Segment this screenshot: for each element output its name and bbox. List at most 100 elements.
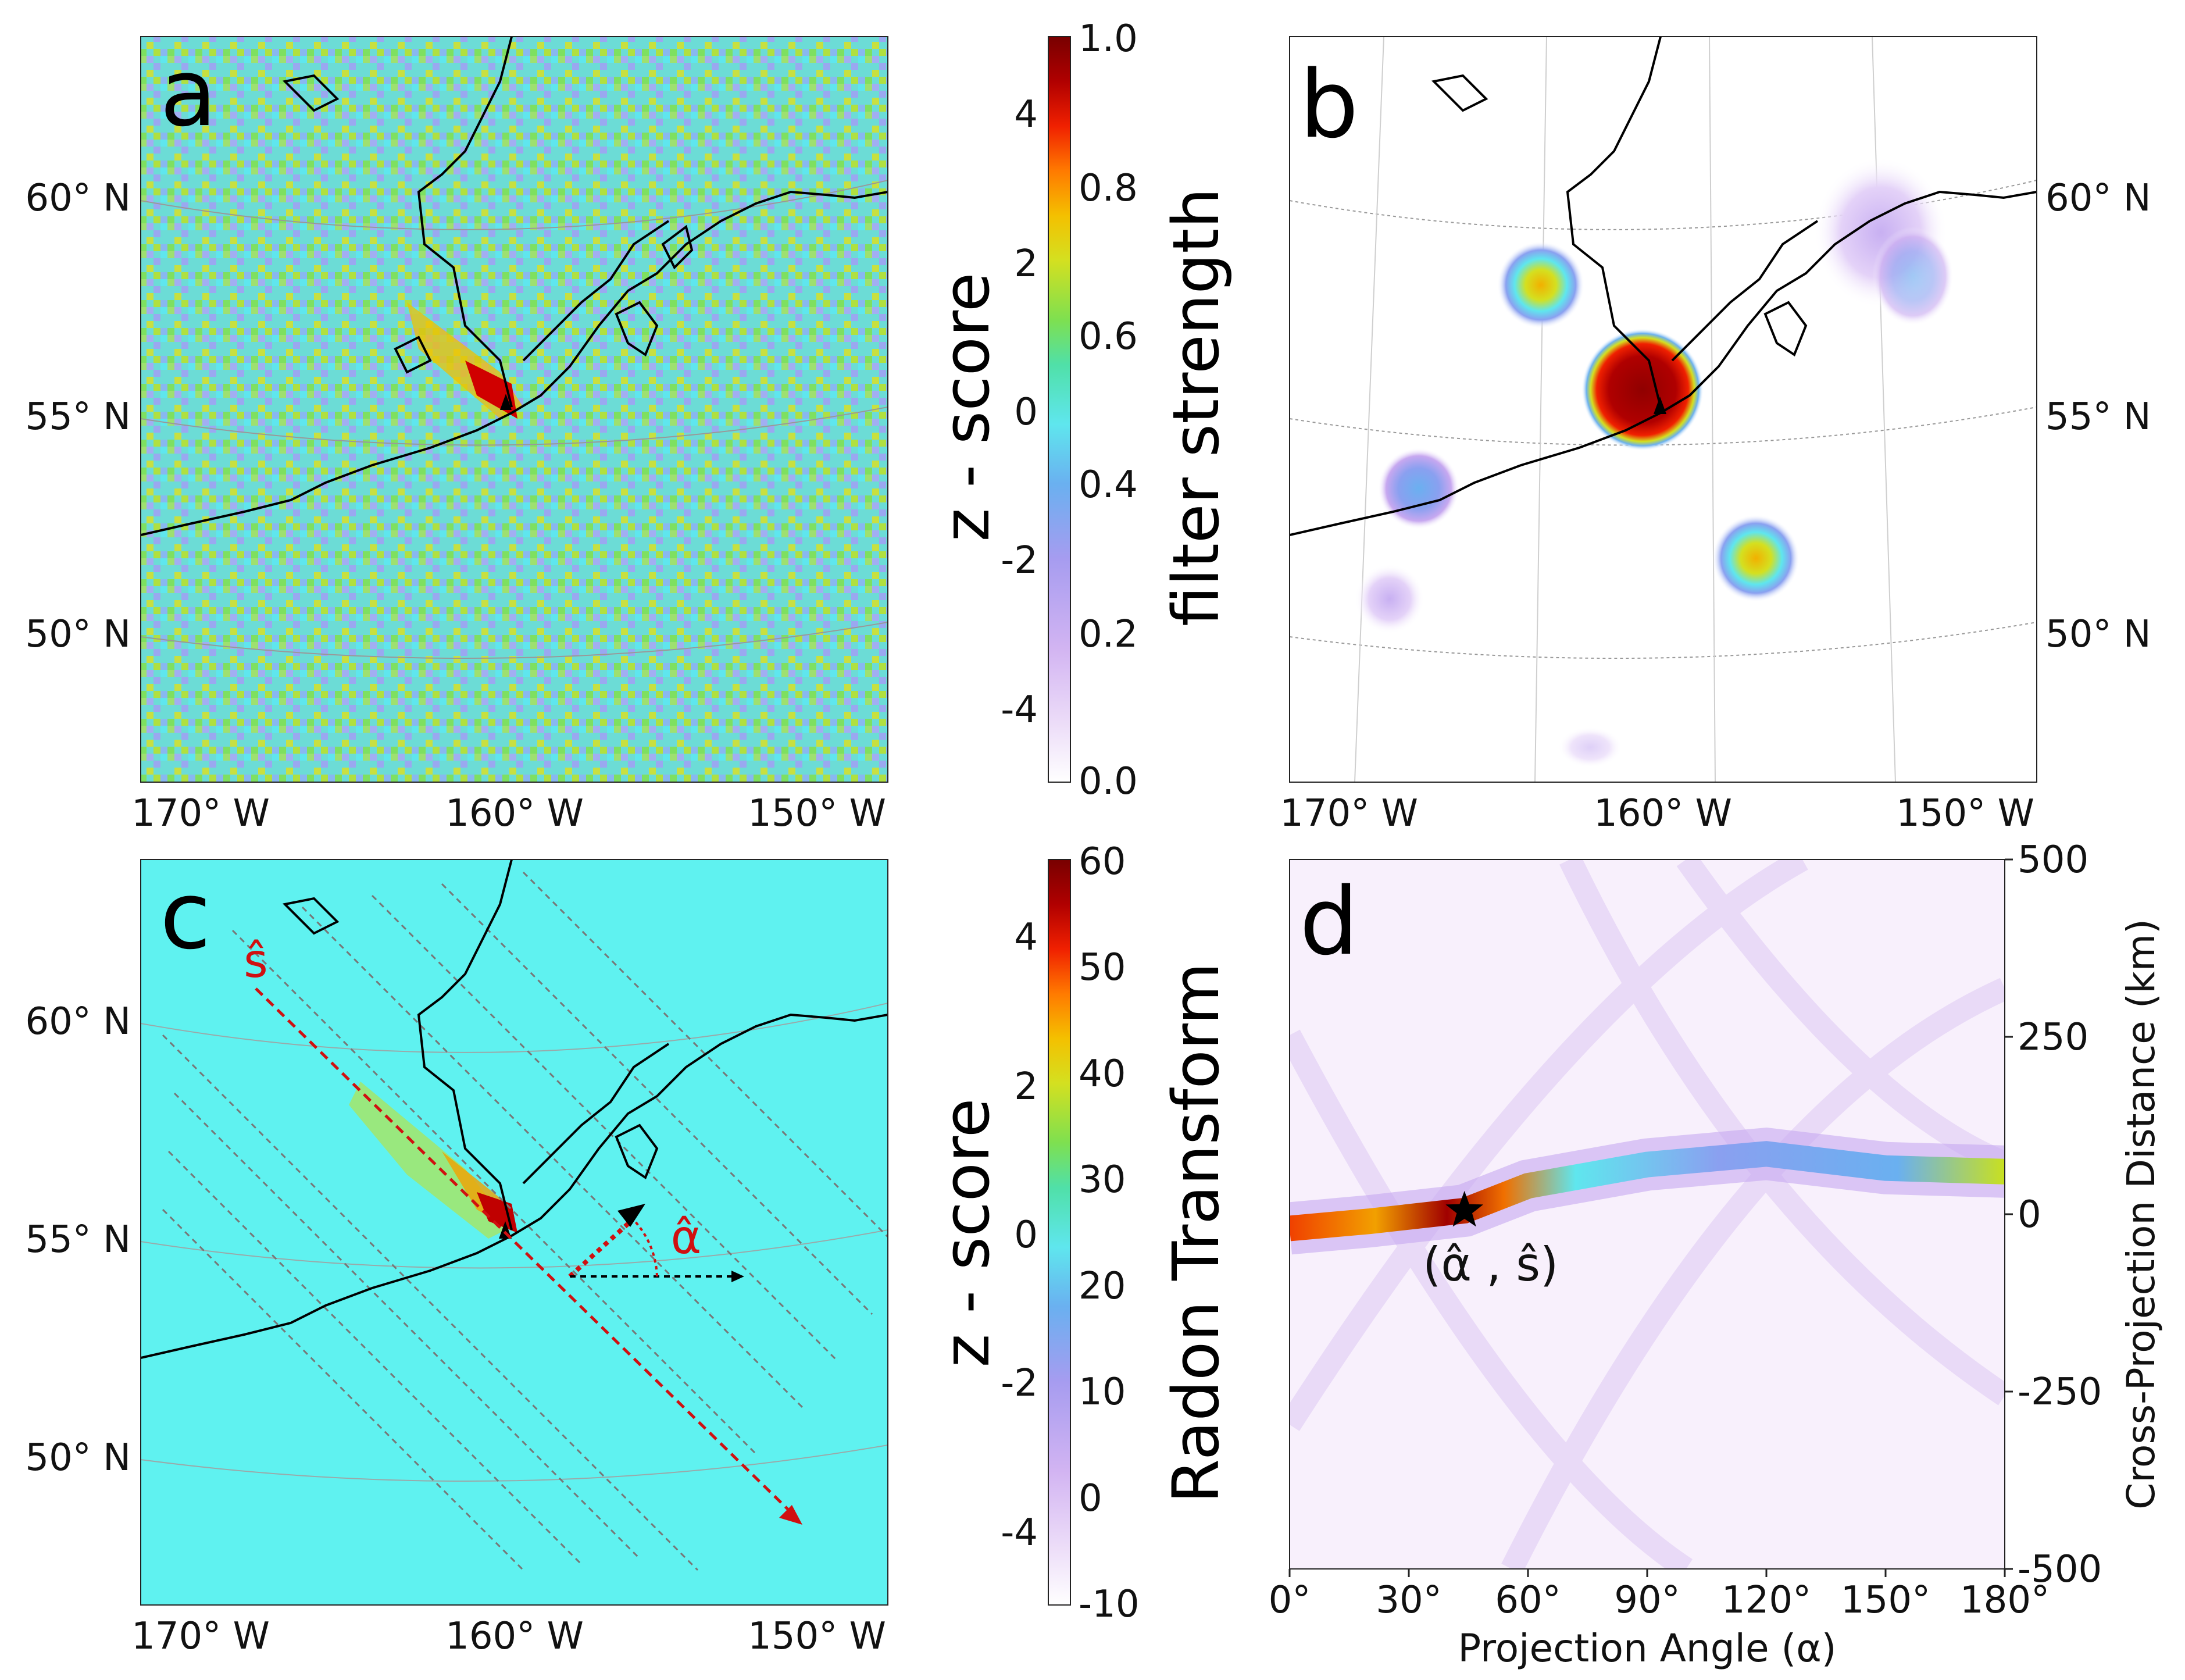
colorbar-bottom-right-tick: 30 (1079, 1158, 1126, 1201)
panel-b-blob (1712, 515, 1800, 602)
colorbar-top-right-tick: 0.2 (1079, 613, 1138, 656)
panel-c-s-hat-label: ŝ (244, 934, 268, 988)
panel-a-coastline (141, 37, 888, 536)
panel-b-lon-label: 170° W (1280, 792, 1418, 835)
colorbar-bottom-right-tick: -10 (1079, 1583, 1140, 1626)
panel-a-lon-label: 170° W (131, 792, 270, 835)
colorbar-bottom: z - score Radon Transform 4 2 0 -2 -4 60… (929, 840, 1233, 1626)
panel-a-lat-label: 60° N (25, 177, 131, 220)
panel-a-lat-label: 55° N (25, 395, 131, 438)
panel-a-graticule (141, 180, 888, 659)
panel-c-frame (140, 859, 888, 1606)
colorbar-bottom-left-tick: 4 (1014, 916, 1038, 959)
colorbar-bottom-right-label: Radon Transform (1159, 962, 1233, 1503)
panel-d-y-tick-label: -500 (2018, 1548, 2102, 1591)
panel-c-alpha-hat-label: α̂ (671, 1210, 702, 1264)
colorbar-top: z - score filter strength 4 2 0 -2 -4 1.… (929, 17, 1233, 803)
panel-d-x-tick-label: 150° (1841, 1579, 1930, 1622)
panel-c-lat-label: 50° N (25, 1436, 131, 1479)
panel-d-y-tick-label: 500 (2018, 839, 2088, 882)
colorbar-bottom-bar (1048, 859, 1071, 1606)
colorbar-bottom-left-tick: -4 (1001, 1511, 1038, 1554)
panel-b-lat-label: 50° N (2045, 613, 2151, 656)
colorbar-bottom-right-tick: 60 (1079, 840, 1126, 883)
panel-c-lon-label: 150° W (748, 1615, 886, 1658)
panel-b-lon-label: 160° W (1594, 792, 1732, 835)
colorbar-bottom-left-label: z - score (929, 1098, 1004, 1368)
panel-c-lat-label: 60° N (25, 1000, 131, 1043)
panel-d-letter: d (1299, 867, 1359, 976)
panel-c-s-hat-axis (255, 987, 798, 1519)
panel-d-max-label: (α̂ , ŝ) (1423, 1237, 1558, 1292)
colorbar-top-left-tick: 0 (1014, 391, 1038, 434)
panel-a-lon-label: 150° W (748, 792, 886, 835)
panel-d-x-tick-label: 180° (1960, 1579, 2050, 1622)
panel-a-volcano-marker (500, 394, 512, 410)
colorbar-bottom-left-tick: 0 (1014, 1214, 1038, 1257)
colorbar-top-left-tick: 2 (1014, 242, 1038, 286)
panel-a-letter: a (160, 38, 217, 147)
panel-b-letter: b (1299, 50, 1359, 159)
panel-a-lat-label: 50° N (25, 613, 131, 656)
panel-c-graticule (141, 1003, 888, 1482)
panel-d-x-tick-label: 0° (1269, 1579, 1311, 1622)
panel-c-peak-anomaly (477, 1192, 517, 1233)
panel-d-y-ticks: 500 250 0 -250 -500 (2005, 839, 2102, 1591)
panel-b-lat-label: 55° N (2045, 395, 2151, 438)
colorbar-top-left-tick: -4 (1001, 689, 1038, 732)
colorbar-bottom-left-tick: 2 (1014, 1065, 1038, 1108)
panel-c-lon-label: 160° W (445, 1615, 584, 1658)
colorbar-top-right-label: filter strength (1159, 188, 1233, 626)
colorbar-top-right-tick: 0.8 (1079, 167, 1138, 210)
panel-d-y-tick-label: -250 (2018, 1371, 2102, 1414)
colorbar-top-right-tick: 1.0 (1079, 17, 1138, 60)
panel-d-x-tick-label: 120° (1722, 1579, 1811, 1622)
panel-b-blob (1558, 727, 1622, 768)
panel-c-normal-vector (568, 1219, 633, 1278)
colorbar-bottom-right-tick: 0 (1079, 1477, 1102, 1520)
panel-c-reference-arrowhead (731, 1271, 744, 1282)
panel-b-blob (1378, 448, 1459, 529)
panel-b-blob (1355, 564, 1424, 634)
panel-d-x-ticks: 0° 30° 60° 90° 120° 150° 180° (1269, 1569, 2050, 1622)
panel-c-angle-arc (633, 1219, 658, 1277)
panel-a-lon-label: 160° W (445, 792, 584, 835)
panel-c-projection-lines (162, 871, 888, 1571)
colorbar-top-bar (1048, 36, 1071, 783)
panel-a-frame (140, 36, 888, 783)
colorbar-bottom-left-tick: -2 (1001, 1362, 1038, 1405)
panel-c-s-hat-arrowhead (779, 1505, 802, 1525)
colorbar-top-right-tick: 0.0 (1079, 760, 1138, 803)
panel-b: b 60° N 55° N 50° N 170° W 160° W 150° W (1280, 36, 2151, 835)
panel-d-x-tick-label: 30° (1376, 1579, 1441, 1622)
panel-d: d (α̂ , ŝ) 0° 30° 60° 90° 120° 150° 180° 500 25… (1269, 839, 2163, 1671)
panel-d-x-tick-label: 90° (1614, 1579, 1680, 1622)
panel-d-ylabel: Cross-Projection Distance (km) (2119, 919, 2163, 1510)
panel-b-lon-label: 150° W (1896, 792, 2034, 835)
panel-c-letter: c (160, 861, 211, 970)
panel-b-lat-label: 60° N (2045, 177, 2151, 220)
colorbar-top-left-tick: 4 (1014, 93, 1038, 136)
colorbar-bottom-right-tick: 50 (1079, 946, 1126, 989)
colorbar-bottom-right-tick: 10 (1079, 1371, 1126, 1414)
panel-d-y-tick-label: 250 (2018, 1016, 2088, 1059)
panel-d-max-star (1445, 1190, 1483, 1227)
colorbar-top-left-label: z - score (929, 273, 1004, 542)
colorbar-top-right-tick: 0.6 (1079, 315, 1138, 358)
colorbar-top-right-tick: 0.4 (1079, 463, 1138, 507)
panel-c-lat-label: 55° N (25, 1218, 131, 1261)
panel-c-normal-arrowhead (617, 1204, 645, 1227)
panel-d-y-tick-label: 0 (2018, 1193, 2041, 1236)
panel-b-blob (1872, 227, 1954, 326)
panel-a: a 60° N 55° N 50° N 170° W 160° W 150° W (25, 36, 888, 835)
colorbar-top-left-tick: -2 (1001, 539, 1038, 582)
panel-b-blob (1497, 241, 1584, 329)
panel-b-frame (1289, 36, 2037, 783)
panel-b-coastline (1290, 37, 2037, 536)
colorbar-bottom-right-tick: 40 (1079, 1053, 1126, 1096)
panel-d-sinogram-traces (1290, 859, 2005, 1569)
panel-c-lon-label: 170° W (131, 1615, 270, 1658)
panel-c-coastline (141, 859, 888, 1359)
panel-d-xlabel: Projection Angle (α) (1458, 1626, 1836, 1671)
